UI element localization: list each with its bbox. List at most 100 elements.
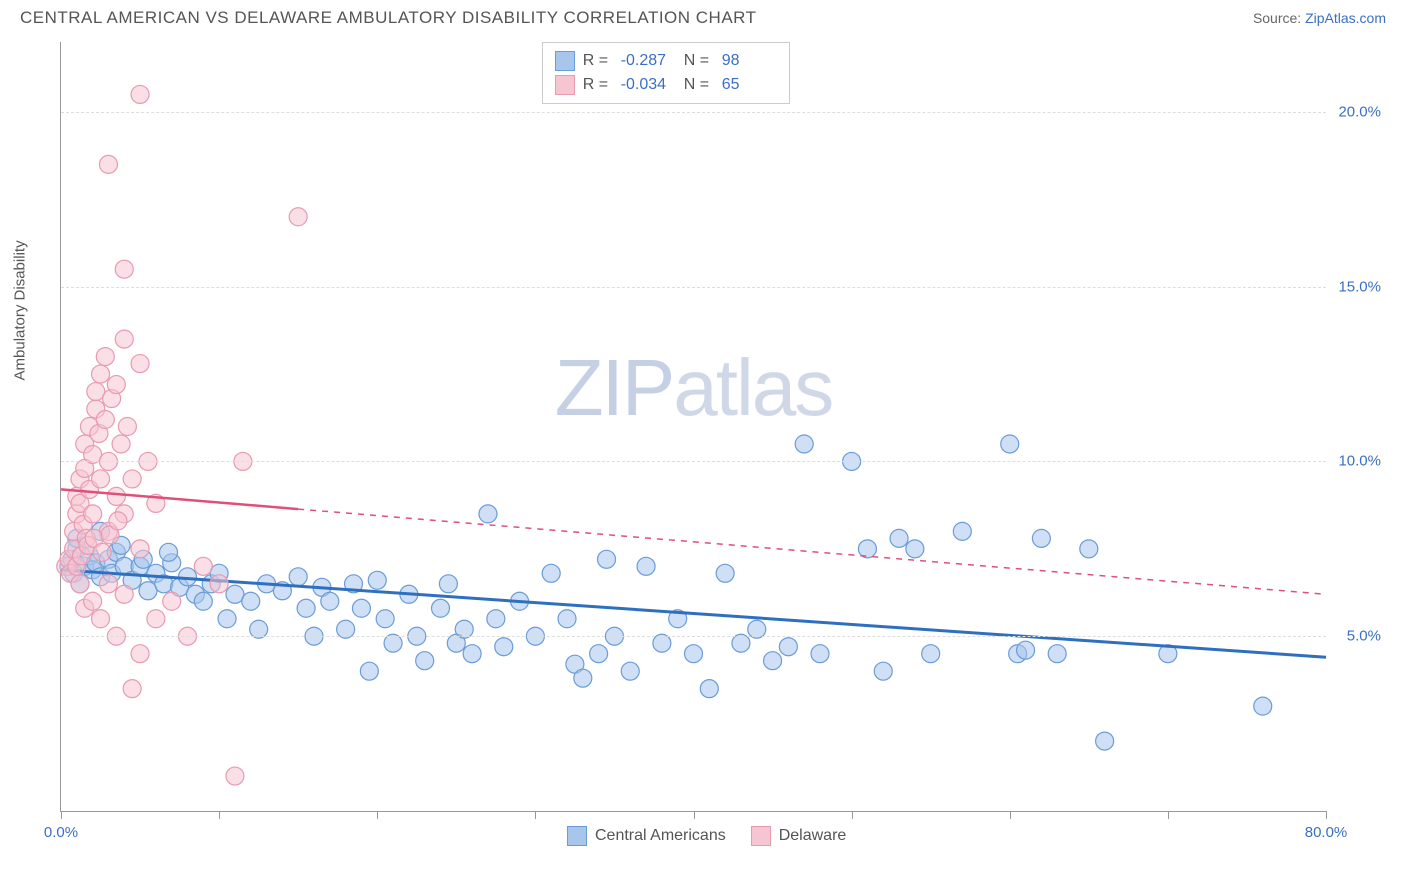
y-tick-label: 5.0%: [1347, 628, 1381, 645]
x-tick-label: 80.0%: [1305, 824, 1348, 841]
scatter-point: [764, 652, 782, 670]
scatter-point: [163, 592, 181, 610]
scatter-point: [574, 669, 592, 687]
scatter-point: [109, 512, 127, 530]
scatter-point: [218, 610, 236, 628]
scatter-point: [590, 645, 608, 663]
scatter-point: [487, 610, 505, 628]
scatter-point: [115, 260, 133, 278]
chart-container: Ambulatory Disability ZIPatlas R =-0.287…: [50, 32, 1386, 852]
legend-swatch: [555, 51, 575, 71]
scatter-point: [99, 155, 117, 173]
y-tick-label: 10.0%: [1338, 453, 1381, 470]
scatter-point: [1001, 435, 1019, 453]
scatter-point: [84, 592, 102, 610]
series-legend-item: Central Americans: [567, 826, 726, 846]
n-label: N =: [684, 52, 714, 70]
scatter-point: [93, 543, 111, 561]
plot-svg: [61, 42, 1326, 811]
scatter-point: [131, 645, 149, 663]
chart-title: CENTRAL AMERICAN VS DELAWARE AMBULATORY …: [20, 8, 757, 28]
scatter-point: [289, 208, 307, 226]
r-value: -0.034: [621, 76, 676, 94]
scatter-point: [194, 557, 212, 575]
scatter-point: [71, 575, 89, 593]
scatter-point: [147, 610, 165, 628]
scatter-point: [779, 638, 797, 656]
gridline: [61, 287, 1326, 288]
scatter-point: [115, 330, 133, 348]
scatter-point: [716, 564, 734, 582]
source-label: Source:: [1253, 10, 1305, 26]
scatter-point: [131, 355, 149, 373]
scatter-point: [906, 540, 924, 558]
scatter-point: [922, 645, 940, 663]
scatter-point: [1254, 697, 1272, 715]
scatter-point: [890, 529, 908, 547]
gridline: [61, 461, 1326, 462]
legend-label: Delaware: [779, 827, 847, 845]
x-tick: [377, 811, 378, 819]
scatter-point: [1032, 529, 1050, 547]
scatter-point: [242, 592, 260, 610]
scatter-point: [131, 540, 149, 558]
scatter-point: [131, 85, 149, 103]
scatter-point: [123, 680, 141, 698]
x-tick-label: 0.0%: [44, 824, 78, 841]
y-tick-label: 20.0%: [1338, 103, 1381, 120]
scatter-point: [118, 418, 136, 436]
scatter-point: [96, 348, 114, 366]
scatter-point: [115, 585, 133, 603]
scatter-point: [123, 470, 141, 488]
scatter-point: [210, 575, 228, 593]
legend-swatch: [751, 826, 771, 846]
series-legend: Central Americans Delaware: [567, 826, 846, 846]
x-tick: [219, 811, 220, 819]
legend-swatch: [567, 826, 587, 846]
x-tick: [535, 811, 536, 819]
source-attribution: Source: ZipAtlas.com: [1253, 10, 1386, 26]
source-link[interactable]: ZipAtlas.com: [1305, 10, 1386, 26]
plot-area: ZIPatlas R =-0.287N =98R =-0.034N =65 Ce…: [60, 42, 1326, 812]
scatter-point: [1017, 641, 1035, 659]
scatter-point: [795, 435, 813, 453]
scatter-point: [99, 575, 117, 593]
scatter-point: [112, 435, 130, 453]
scatter-point: [194, 592, 212, 610]
scatter-point: [92, 365, 110, 383]
scatter-point: [637, 557, 655, 575]
scatter-point: [700, 680, 718, 698]
n-value: 65: [722, 76, 777, 94]
r-value: -0.287: [621, 52, 676, 70]
scatter-point: [92, 470, 110, 488]
scatter-point: [84, 505, 102, 523]
legend-swatch: [555, 75, 575, 95]
scatter-point: [1048, 645, 1066, 663]
scatter-point: [874, 662, 892, 680]
y-axis-label: Ambulatory Disability: [12, 240, 29, 380]
stats-legend-row: R =-0.034N =65: [555, 73, 777, 97]
x-tick: [852, 811, 853, 819]
x-tick: [1168, 811, 1169, 819]
scatter-point: [107, 376, 125, 394]
scatter-point: [321, 592, 339, 610]
scatter-point: [107, 487, 125, 505]
scatter-point: [811, 645, 829, 663]
x-tick: [1326, 811, 1327, 819]
regression-line-solid: [61, 570, 1326, 657]
scatter-point: [96, 411, 114, 429]
x-tick: [694, 811, 695, 819]
chart-header: CENTRAL AMERICAN VS DELAWARE AMBULATORY …: [0, 0, 1406, 32]
scatter-point: [542, 564, 560, 582]
scatter-point: [416, 652, 434, 670]
x-tick: [61, 811, 62, 819]
n-value: 98: [722, 52, 777, 70]
scatter-point: [297, 599, 315, 617]
scatter-point: [1096, 732, 1114, 750]
scatter-point: [558, 610, 576, 628]
legend-label: Central Americans: [595, 827, 726, 845]
y-tick-label: 15.0%: [1338, 278, 1381, 295]
scatter-point: [226, 767, 244, 785]
r-label: R =: [583, 76, 613, 94]
scatter-point: [376, 610, 394, 628]
